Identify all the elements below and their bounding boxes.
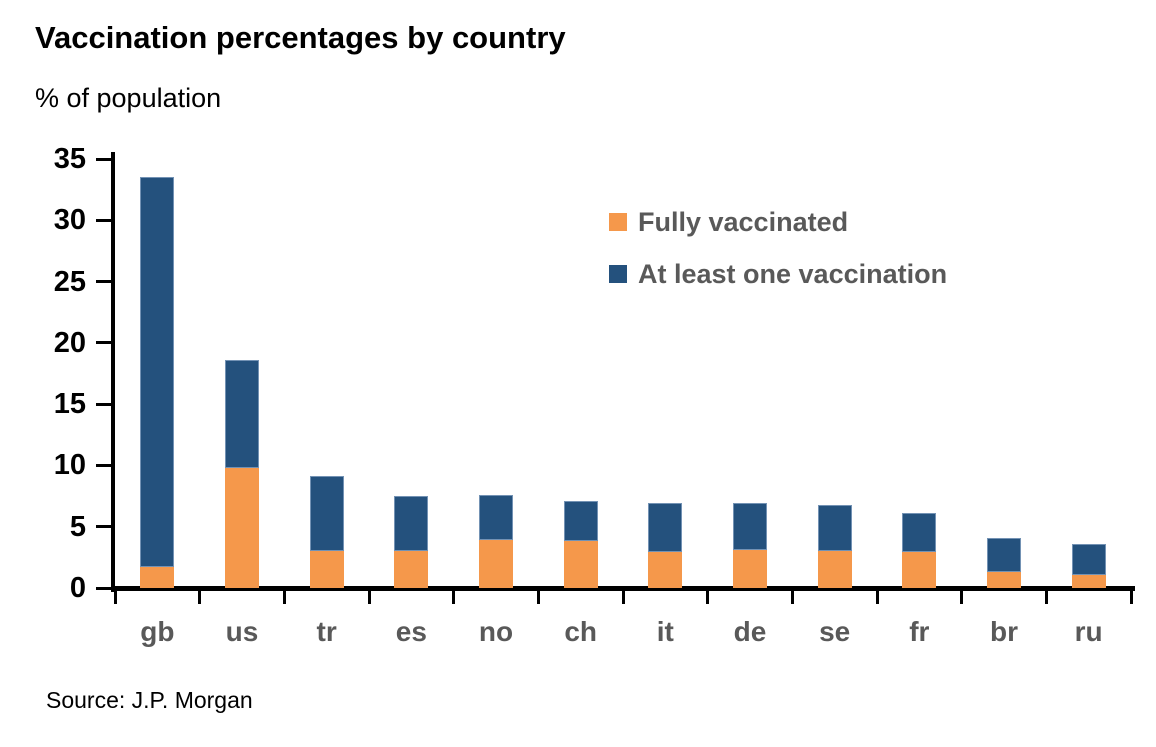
bar-es-at-least-one [394,496,429,552]
y-axis-tick-label: 0 [69,572,86,604]
legend-label: Fully vaccinated [638,206,849,237]
bar-es-fully-vaccinated [394,551,429,588]
bar-de-fully-vaccinated [733,550,767,588]
bar-fr-at-least-one [902,513,937,553]
y-axis-tick [96,280,111,284]
x-axis-tick [452,591,456,604]
bar-no-fully-vaccinated [479,540,513,588]
y-axis-tick [96,525,111,529]
y-axis-line [111,152,115,592]
legend-item-at-least-one: At least one vaccination [609,257,947,291]
bar-ru-fully-vaccinated [1071,574,1106,588]
y-axis-tick-label: 30 [53,204,86,237]
x-axis-category-label: tr [316,616,337,647]
y-axis-tick [96,463,111,467]
x-axis-category-label: br [989,616,1018,647]
bar-us-at-least-one [225,360,259,468]
chart-title: Vaccination percentages by country [35,20,566,55]
legend-swatch-at-least-one-icon [609,265,627,283]
x-axis-tick [198,591,202,604]
x-axis-category-label: fr [909,616,930,647]
x-axis-tick [621,591,625,604]
legend-item-fully-vaccinated: Fully vaccinated [609,205,947,239]
x-axis-category-label: de [733,616,767,647]
bar-ch-at-least-one [563,501,598,542]
x-axis-category-label: se [819,616,851,647]
x-axis-category-label: no [478,616,514,647]
x-axis-category-label: gb [140,616,175,647]
bar-de-at-least-one [733,503,767,551]
bar-ru-at-least-one [1071,543,1106,575]
chart-subtitle: % of population [35,83,222,113]
x-axis-tick [960,591,964,604]
y-axis-tick [96,157,111,161]
x-axis-category-label: us [225,616,259,647]
bar-fr-fully-vaccinated [902,552,937,588]
bar-it-fully-vaccinated [648,552,683,588]
x-axis-tick [282,591,286,604]
x-axis-tick [367,591,371,604]
source-note: Source: J.P. Morgan [46,687,253,713]
y-axis-tick [96,586,111,590]
x-axis-tick [1129,591,1133,604]
y-axis-tick-label: 25 [53,265,86,298]
x-axis-category-label: it [656,616,674,647]
x-axis-category-label: es [395,616,427,647]
y-axis-tick-label: 10 [53,449,86,482]
y-axis-tick-label: 5 [69,510,86,543]
x-axis-tick [706,591,710,604]
bar-gb-fully-vaccinated [140,567,175,588]
x-axis-category-label: ru [1074,616,1103,647]
legend-swatch-fully-vaccinated-icon [609,213,627,231]
bar-se-at-least-one [817,504,852,552]
bar-ch-fully-vaccinated [563,541,598,588]
y-axis-tick-label: 15 [53,388,86,421]
y-axis-tick [96,402,111,406]
y-axis-tick [96,341,111,345]
x-axis-tick [113,591,117,604]
y-axis-tick-label: 20 [53,326,86,359]
x-axis-tick [536,591,540,604]
bar-no-at-least-one [479,494,513,541]
bar-us-fully-vaccinated [225,467,259,588]
x-axis-category-label: ch [564,616,597,647]
legend-label: At least one vaccination [638,258,948,289]
y-axis-tick-label: 35 [53,143,86,175]
legend: Fully vaccinated At least one vaccinatio… [609,205,947,309]
bar-tr-fully-vaccinated [309,551,344,588]
y-axis-tick [96,218,111,222]
x-axis-tick [1044,591,1048,604]
bar-br-at-least-one [987,537,1021,573]
bar-it-at-least-one [648,503,683,553]
bar-se-fully-vaccinated [817,551,852,588]
bar-tr-at-least-one [309,476,344,552]
x-axis-tick [875,591,879,604]
plot-area: Fully vaccinated At least one vaccinatio… [54,143,1135,647]
x-axis-line [111,586,1135,591]
bar-gb-at-least-one [140,177,175,568]
x-axis-tick [790,591,794,604]
bar-br-fully-vaccinated [987,572,1021,588]
